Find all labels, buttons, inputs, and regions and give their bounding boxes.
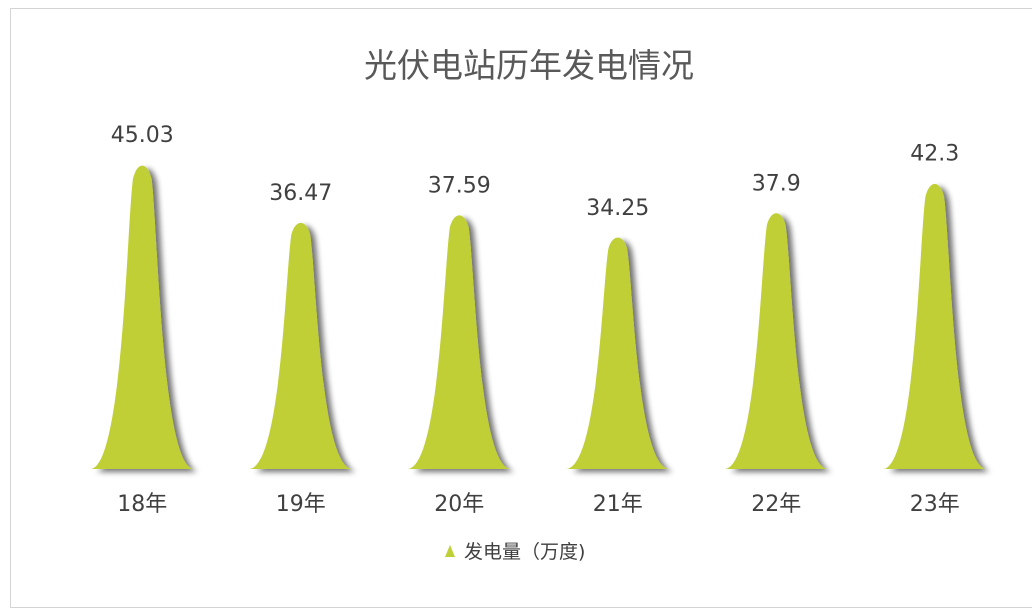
legend-marker-icon — [445, 545, 455, 557]
labels-layer: 45.03 18年 36.47 19年 37.59 20年 34.25 21年 37.9 22年 4… — [111, 123, 960, 517]
bars-layer — [90, 165, 987, 469]
chart-svg: 光伏电站历年发电情况 45.03 18年 36.47 19年 37.59 20年 34.25… — [90, 46, 987, 563]
data-label: 42.3 — [910, 141, 959, 166]
bar-23年 — [882, 183, 987, 469]
x-tick-label: 23年 — [910, 492, 960, 517]
x-tick-label: 20年 — [434, 492, 484, 517]
chart-container: 光伏电站历年发电情况 45.03 18年 36.47 19年 37.59 20年 34.25… — [10, 8, 1032, 608]
data-label: 36.47 — [269, 181, 332, 206]
data-label: 37.59 — [428, 173, 491, 198]
bar-18年 — [90, 165, 195, 469]
x-tick-label: 21年 — [593, 492, 643, 517]
bar-22年 — [724, 213, 829, 469]
legend-label: 发电量（万度) — [464, 541, 585, 563]
bar-20年 — [407, 215, 512, 469]
legend: 发电量（万度) — [445, 541, 585, 563]
data-label: 34.25 — [586, 196, 649, 221]
x-tick-label: 22年 — [751, 492, 801, 517]
data-label: 37.9 — [752, 171, 801, 196]
x-tick-label: 19年 — [276, 492, 326, 517]
bar-21年 — [565, 237, 670, 469]
chart-title: 光伏电站历年发电情况 — [364, 46, 694, 85]
x-tick-label: 18年 — [117, 492, 167, 517]
data-label: 45.03 — [111, 123, 174, 148]
bar-19年 — [248, 222, 353, 469]
